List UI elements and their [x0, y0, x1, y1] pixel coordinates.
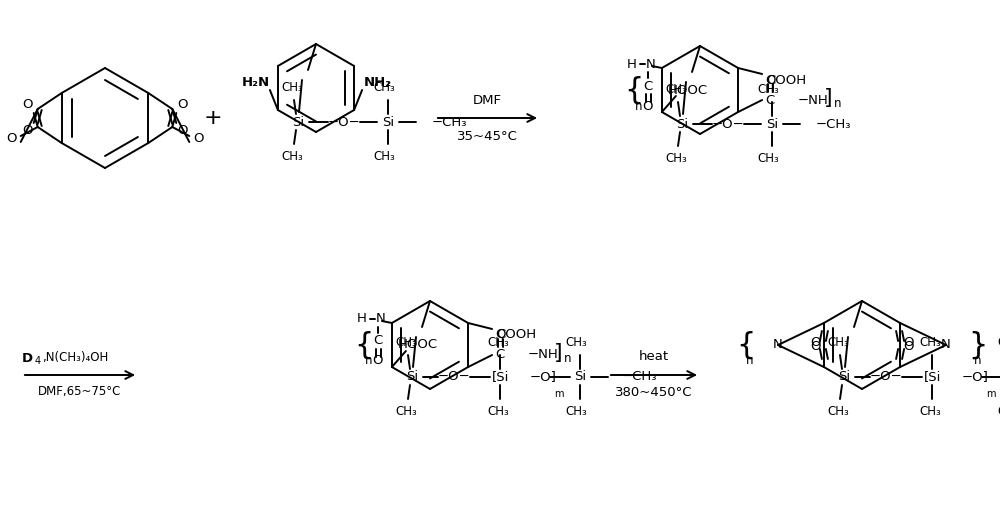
Text: O: O: [765, 74, 775, 86]
Text: CH₃: CH₃: [919, 336, 941, 349]
Text: N: N: [376, 312, 386, 326]
Text: CH₃: CH₃: [757, 83, 779, 96]
Text: n: n: [634, 100, 642, 112]
Text: −O]: −O]: [962, 370, 989, 384]
Text: +: +: [204, 108, 222, 128]
Text: CH₃: CH₃: [565, 405, 587, 418]
Text: Si: Si: [676, 117, 688, 131]
Text: O: O: [6, 133, 17, 145]
Text: O: O: [811, 340, 821, 354]
Text: C: C: [765, 93, 775, 107]
Text: [Si: [Si: [492, 370, 509, 384]
Text: 35~45°C: 35~45°C: [457, 130, 518, 143]
Text: DMF,65~75°C: DMF,65~75°C: [38, 386, 122, 398]
Text: CH₃: CH₃: [565, 336, 587, 349]
Text: Si: Si: [574, 370, 586, 384]
Text: CH₃: CH₃: [997, 405, 1000, 418]
Text: −O−: −O−: [712, 117, 744, 131]
Text: −CH₃: −CH₃: [622, 370, 658, 384]
Text: COOH: COOH: [496, 329, 536, 341]
Text: H: H: [357, 312, 367, 326]
Text: CH₃: CH₃: [919, 405, 941, 418]
Text: H₂N: H₂N: [242, 76, 270, 88]
Text: [Si: [Si: [924, 370, 941, 384]
Text: CH₃: CH₃: [997, 336, 1000, 349]
Text: ,N(CH₃)₄OH: ,N(CH₃)₄OH: [42, 352, 108, 365]
Text: O: O: [903, 336, 913, 350]
Text: HOOC: HOOC: [398, 338, 438, 352]
Text: DMF: DMF: [473, 93, 502, 107]
Text: CH₃: CH₃: [665, 83, 687, 96]
Text: CH₃: CH₃: [487, 405, 509, 418]
Text: −CH₃: −CH₃: [432, 115, 468, 129]
Text: −O−: −O−: [328, 115, 360, 129]
Text: {: {: [625, 76, 644, 105]
Text: −O]: −O]: [530, 370, 557, 384]
Text: CH₃: CH₃: [827, 405, 849, 418]
Text: N: N: [773, 338, 783, 352]
Text: O: O: [193, 133, 204, 145]
Text: CH₃: CH₃: [827, 336, 849, 349]
Text: CH₃: CH₃: [487, 336, 509, 349]
Text: O: O: [811, 336, 821, 350]
Text: Si: Si: [766, 117, 778, 131]
Text: CH₃: CH₃: [395, 336, 417, 349]
Text: {: {: [737, 331, 756, 360]
Text: O: O: [177, 124, 188, 138]
Text: n: n: [364, 355, 372, 367]
Text: 380~450°C: 380~450°C: [615, 387, 693, 399]
Text: −O−: −O−: [438, 370, 470, 384]
Text: Si: Si: [382, 115, 394, 129]
Text: CH₃: CH₃: [281, 81, 303, 94]
Text: O: O: [177, 99, 188, 111]
Text: }: }: [968, 331, 987, 360]
Text: D: D: [22, 352, 33, 365]
Text: 4: 4: [35, 356, 41, 366]
Text: {: {: [355, 331, 374, 360]
Text: COOH: COOH: [766, 74, 806, 86]
Text: CH₃: CH₃: [373, 150, 395, 163]
Text: O: O: [22, 124, 33, 138]
Text: C: C: [495, 348, 505, 362]
Text: C: C: [643, 79, 653, 92]
Text: m: m: [986, 389, 996, 399]
Text: n: n: [564, 352, 572, 365]
Text: −NH: −NH: [528, 348, 559, 362]
Text: O: O: [643, 100, 653, 112]
Text: O: O: [22, 99, 33, 111]
Text: n: n: [746, 355, 753, 367]
Text: NH₂: NH₂: [364, 76, 392, 88]
Text: Si: Si: [838, 370, 850, 384]
Text: HOOC: HOOC: [668, 83, 708, 97]
Text: CH₃: CH₃: [757, 152, 779, 165]
Text: heat: heat: [639, 351, 669, 364]
Text: N: N: [646, 57, 656, 71]
Text: −O−: −O−: [870, 370, 902, 384]
Text: CH₃: CH₃: [373, 81, 395, 94]
Text: CH₃: CH₃: [281, 150, 303, 163]
Text: CH₃: CH₃: [395, 405, 417, 418]
Text: ]: ]: [824, 88, 833, 108]
Text: N: N: [941, 338, 951, 352]
Text: O: O: [903, 340, 913, 354]
Text: n: n: [974, 355, 982, 367]
Text: CH₃: CH₃: [665, 152, 687, 165]
Text: m: m: [554, 389, 564, 399]
Text: Si: Si: [292, 115, 304, 129]
Text: −NH: −NH: [798, 93, 829, 107]
Text: O: O: [373, 355, 383, 367]
Text: n: n: [834, 97, 842, 110]
Text: ]: ]: [554, 343, 563, 363]
Text: −CH₃: −CH₃: [816, 117, 852, 131]
Text: O: O: [495, 329, 505, 341]
Text: H: H: [627, 57, 637, 71]
Text: Si: Si: [406, 370, 418, 384]
Text: C: C: [373, 334, 383, 347]
